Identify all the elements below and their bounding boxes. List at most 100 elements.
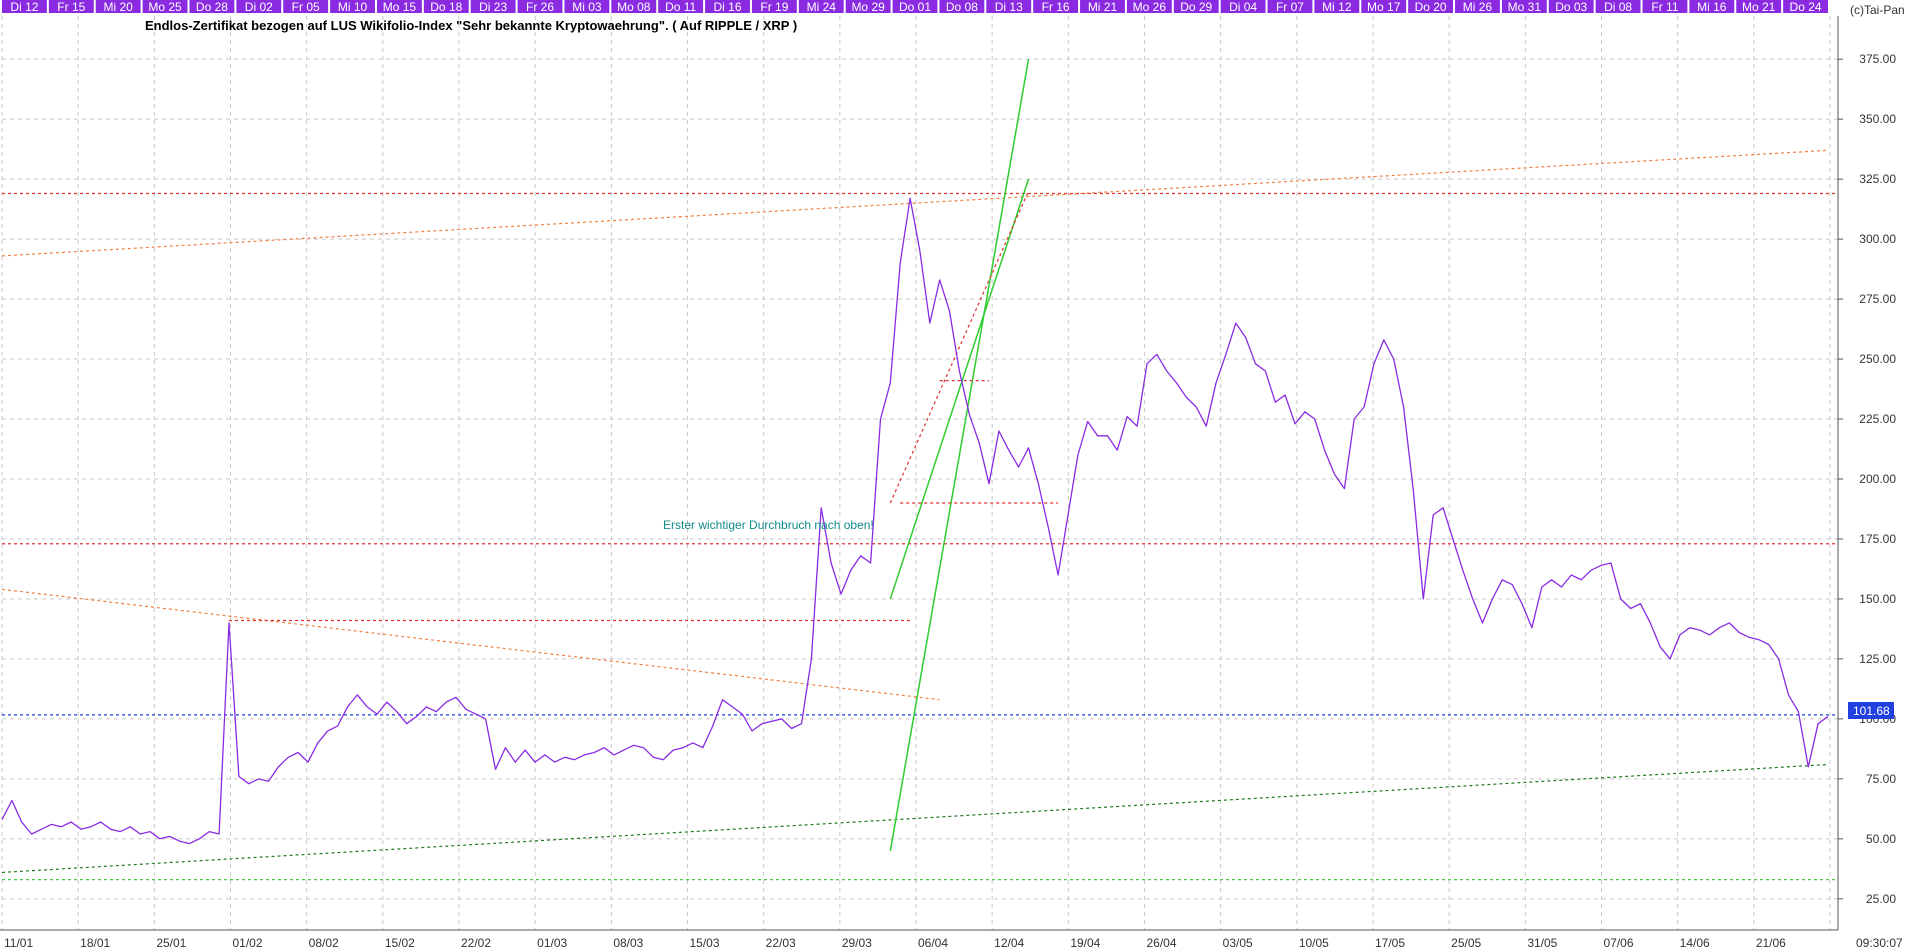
top-day-label: Mo 08: [617, 0, 651, 14]
top-day-label: Di 08: [1604, 0, 1632, 14]
x-tick-label: 10/05: [1299, 936, 1329, 950]
chart-title: Endlos-Zertifikat bezogen auf LUS Wikifo…: [145, 18, 797, 33]
top-day-label: Do 24: [1790, 0, 1822, 14]
top-day-cell: [798, 0, 844, 13]
top-day-label: Mi 24: [807, 0, 837, 14]
top-day-label: Di 12: [10, 0, 38, 14]
top-day-label: Do 29: [1180, 0, 1212, 14]
x-tick-label: 12/04: [994, 936, 1024, 950]
x-tick-label: 08/02: [309, 936, 339, 950]
top-day-label: Di 02: [245, 0, 273, 14]
top-day-cell: [658, 0, 704, 13]
top-day-cell: [2, 0, 47, 13]
top-day-cell: [1455, 0, 1500, 13]
top-day-cell: [611, 0, 657, 13]
y-tick-label: 125.00: [1859, 652, 1896, 666]
x-tick-label: 01/02: [233, 936, 263, 950]
x-tick-label: 07/06: [1604, 936, 1634, 950]
top-day-cell: [1642, 0, 1688, 13]
top-day-label: Do 01: [899, 0, 931, 14]
trend-line: [889, 190, 1030, 504]
x-tick-label: 22/03: [766, 936, 796, 950]
top-day-cell: [283, 0, 329, 13]
top-day-cell: [95, 0, 141, 13]
y-tick-label: 300.00: [1859, 232, 1896, 246]
x-tick-label: 29/03: [842, 936, 872, 950]
x-tick-label: 01/03: [537, 936, 567, 950]
top-day-cell: [845, 0, 891, 13]
top-day-label: Fr 15: [57, 0, 85, 14]
x-tick-label: 11/01: [4, 936, 33, 950]
top-day-cell: [1408, 0, 1454, 13]
top-day-label: Mi 10: [338, 0, 368, 14]
x-tick-label: 22/02: [461, 936, 491, 950]
top-day-cell: [892, 0, 938, 13]
top-day-label: Di 23: [479, 0, 507, 14]
top-day-label: Di 04: [1229, 0, 1257, 14]
top-day-cell: [986, 0, 1032, 13]
top-day-label: Fr 07: [1276, 0, 1304, 14]
last-value-badge-bg: [1848, 702, 1894, 719]
top-day-cell: [470, 0, 516, 13]
y-tick-label: 150.00: [1859, 592, 1896, 606]
top-day-label: Do 18: [430, 0, 462, 14]
x-tick-label: 21/06: [1756, 936, 1786, 950]
top-day-cell: [1361, 0, 1407, 13]
x-tick-label: 15/02: [385, 936, 415, 950]
trend-lines: [1, 59, 1829, 874]
top-day-cell: [1689, 0, 1735, 13]
top-day-cell: [1173, 0, 1219, 13]
top-day-cell: [423, 0, 469, 13]
x-tick-label: 26/04: [1147, 936, 1177, 950]
top-day-cell: [236, 0, 282, 13]
top-day-cell: [1267, 0, 1313, 13]
top-day-label: Mo 31: [1508, 0, 1542, 14]
top-day-label: Di 16: [714, 0, 742, 14]
horizontal-lines: [2, 192, 1838, 881]
top-day-cell: [564, 0, 610, 13]
last-value-badge: 101.68: [1853, 704, 1890, 718]
x-tick-label: 19/04: [1070, 936, 1100, 950]
copyright-label: (c)Tai-Pan: [1850, 3, 1905, 17]
top-day-label: Mo 21: [1742, 0, 1776, 14]
x-tick-label: 14/06: [1680, 936, 1710, 950]
top-day-cell: [705, 0, 750, 13]
price-series: [1, 197, 1829, 845]
top-day-cell: [751, 0, 797, 13]
y-tick-label: 325.00: [1859, 172, 1896, 186]
top-day-cell: [517, 0, 563, 13]
price-line: [1, 197, 1829, 845]
x-tick-label: 25/05: [1451, 936, 1481, 950]
x-tick-label: 15/03: [690, 936, 720, 950]
top-day-label: Mi 16: [1697, 0, 1727, 14]
y-tick-label: 200.00: [1859, 472, 1896, 486]
trend-line: [1, 763, 1829, 874]
top-day-label: Do 11: [665, 0, 696, 14]
top-day-label: Mo 25: [148, 0, 182, 14]
top-day-cell: [1595, 0, 1641, 13]
top-day-cell: [1501, 0, 1547, 13]
top-day-cell: [1783, 0, 1828, 13]
x-tick-label: 18/01: [80, 936, 110, 950]
top-day-cell: [330, 0, 375, 13]
top-day-cell: [1220, 0, 1266, 13]
trend-line: [889, 178, 1030, 600]
top-day-label: Fr 19: [760, 0, 788, 14]
top-day-cell: [376, 0, 422, 13]
top-day-label-bar: Di 12 Fr 15 Mi 20 Mo 25 Do 28 Di 02 Fr 05 Mi 10…: [2, 0, 1828, 14]
top-day-cell: [48, 0, 94, 13]
top-day-label: Di 13: [995, 0, 1023, 14]
trend-line: [1, 588, 940, 701]
top-day-label: Mi 12: [1322, 0, 1352, 14]
top-day-cell: [1080, 0, 1125, 13]
annotation-breakout: Erster wichtiger Durchbruch nach oben!: [663, 518, 874, 532]
x-tick-label: 25/01: [156, 936, 186, 950]
top-day-label: Do 28: [196, 0, 228, 14]
y-axis: 25.0050.0075.00100.00125.00150.00175.002…: [1837, 16, 1896, 930]
x-tick-label: 31/05: [1527, 936, 1557, 950]
top-day-label: Do 08: [946, 0, 978, 14]
top-day-cell: [142, 0, 188, 13]
y-tick-label: 25.00: [1866, 892, 1896, 906]
top-day-label: Mo 17: [1367, 0, 1401, 14]
